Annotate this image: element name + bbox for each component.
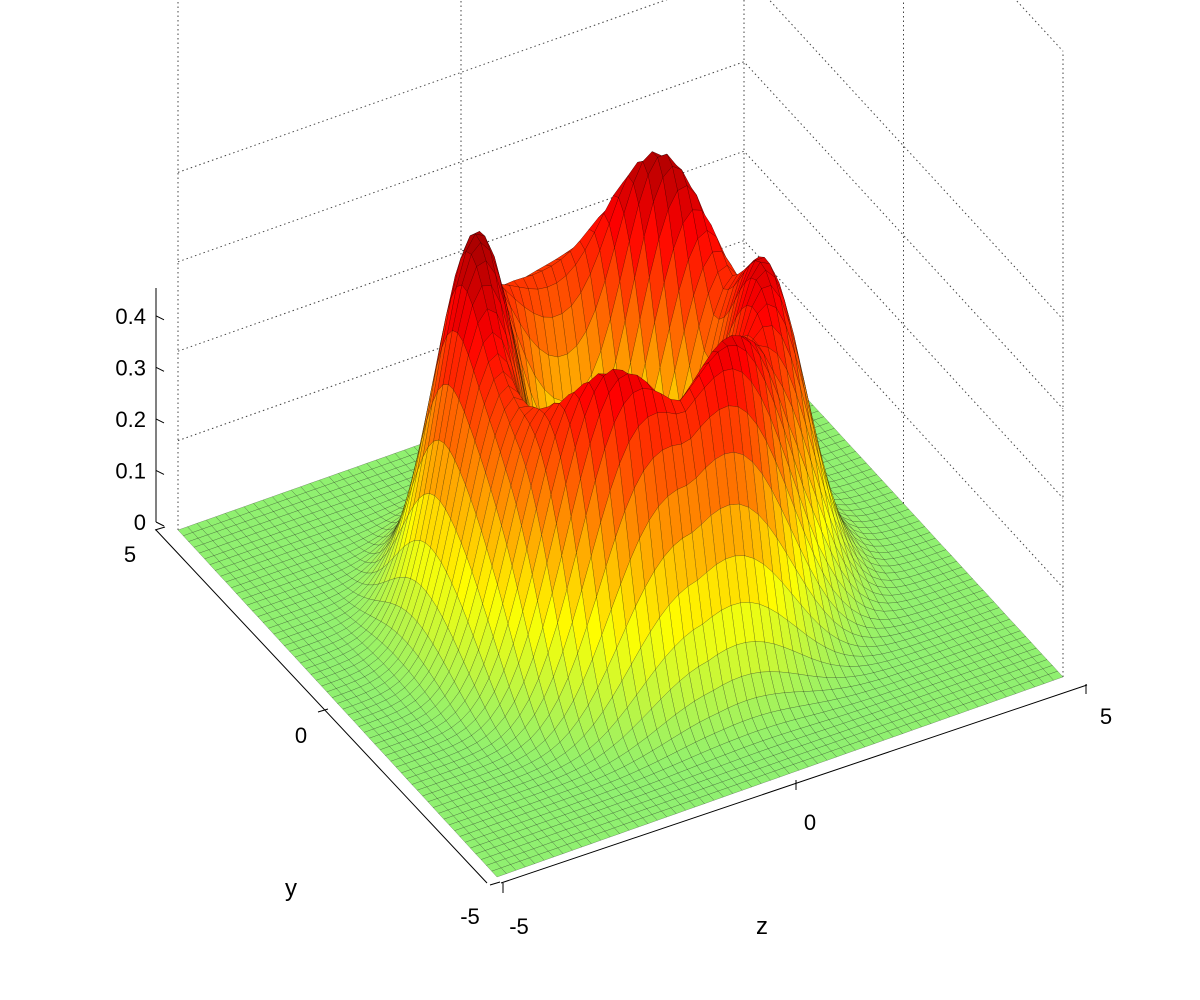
grid-z-4 — [177, 0, 1064, 320]
x-axis-label: z — [756, 913, 768, 940]
grid-top — [1015, 0, 1064, 52]
x-axis-line — [500, 684, 1088, 884]
z-tick-3 — [155, 366, 165, 372]
y-tick-label-1: 0 — [295, 723, 307, 748]
y-axis-line — [155, 529, 488, 884]
z-tick-label-4: 0.4 — [115, 304, 146, 329]
z-tick-label-3: 0.3 — [115, 355, 146, 380]
y-tick-label-2: 5 — [124, 542, 136, 567]
y-tick-label-0: -5 — [460, 904, 480, 929]
z-tick-0 — [155, 521, 165, 527]
z-tick-1 — [155, 469, 165, 475]
axis-layer: 0 0.1 0.2 0.3 0.4 -5 0 5 -5 0 5 — [115, 288, 1112, 939]
x-tick-label-0: -5 — [509, 914, 529, 939]
grid-z-3 — [177, 61, 1064, 410]
z-tick-label-2: 0.2 — [115, 407, 146, 432]
z-tick-2 — [155, 418, 165, 424]
label-layer: z y — [285, 875, 768, 940]
x-tick-label-2: 5 — [1100, 704, 1112, 729]
y-tick-0 — [489, 881, 501, 886]
grid-z-1 — [177, 240, 1064, 588]
z-tick-label-0: 0 — [134, 510, 146, 535]
z-tick-label-1: 0.1 — [115, 458, 146, 483]
surface-patch — [491, 867, 507, 878]
y-tick-2 — [154, 526, 166, 531]
x-tick-label-1: 0 — [804, 810, 816, 835]
y-axis-label: y — [285, 875, 297, 902]
y-tick-1 — [317, 708, 329, 713]
grid-z-2 — [177, 150, 1064, 499]
z-tick-4 — [155, 315, 165, 321]
surface-layer — [177, 151, 1064, 878]
